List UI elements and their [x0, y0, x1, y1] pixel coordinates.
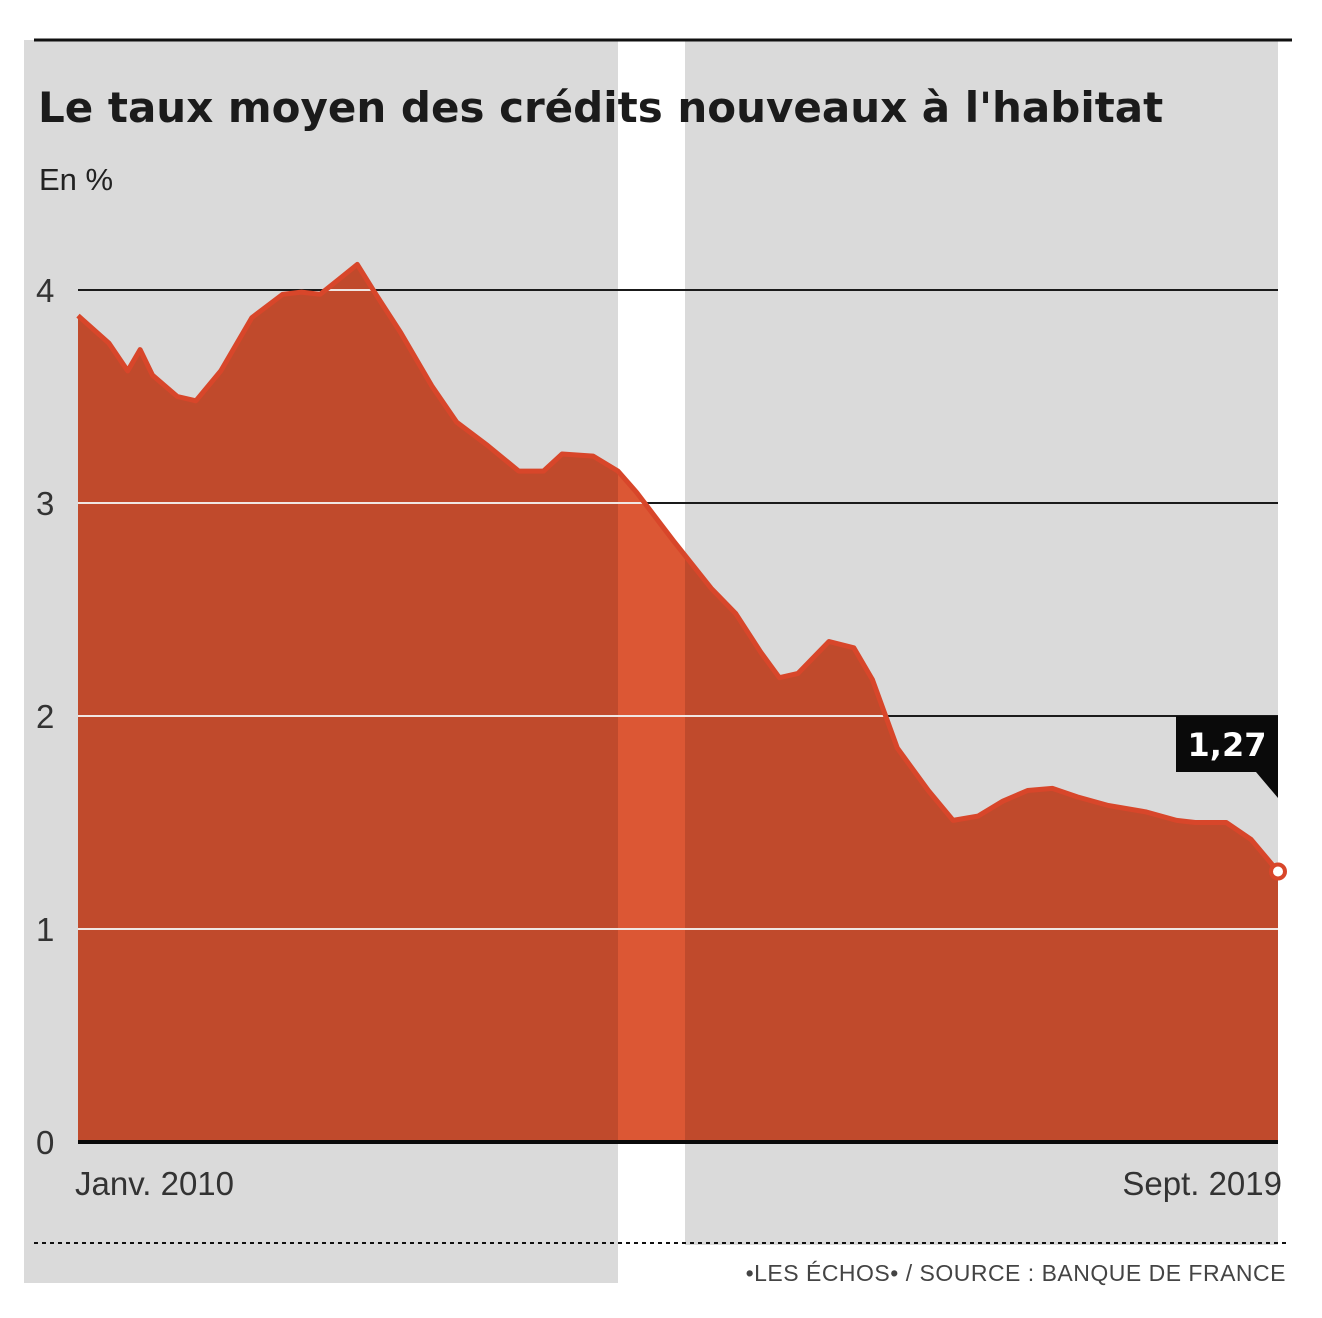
- end-point-marker: [1269, 862, 1287, 881]
- callout-box: [1176, 716, 1278, 772]
- y-tick-label: 0: [36, 1124, 54, 1161]
- source-credit: •LES ÉCHOS• / SOURCE : BANQUE DE FRANCE: [746, 1260, 1286, 1286]
- x-end-label: Sept. 2019: [1122, 1165, 1282, 1202]
- y-tick-label: 2: [36, 698, 54, 735]
- series-line: [76, 261, 1280, 874]
- callout-value: 1,27: [1188, 726, 1267, 764]
- callout-pointer: [1256, 772, 1278, 798]
- y-axis-ticks: 0 1 2 3 4: [36, 272, 54, 1161]
- highlight-band: [618, 264, 685, 1142]
- y-tick-label: 1: [36, 911, 54, 948]
- y-tick-label: 4: [36, 272, 54, 309]
- chart-title: Le taux moyen des crédits nouveaux à l'h…: [38, 83, 1163, 132]
- x-start-label: Janv. 2010: [75, 1165, 234, 1202]
- value-callout: 1,27: [1176, 716, 1287, 881]
- chart-subtitle: En %: [39, 162, 113, 197]
- y-tick-label: 3: [36, 485, 54, 522]
